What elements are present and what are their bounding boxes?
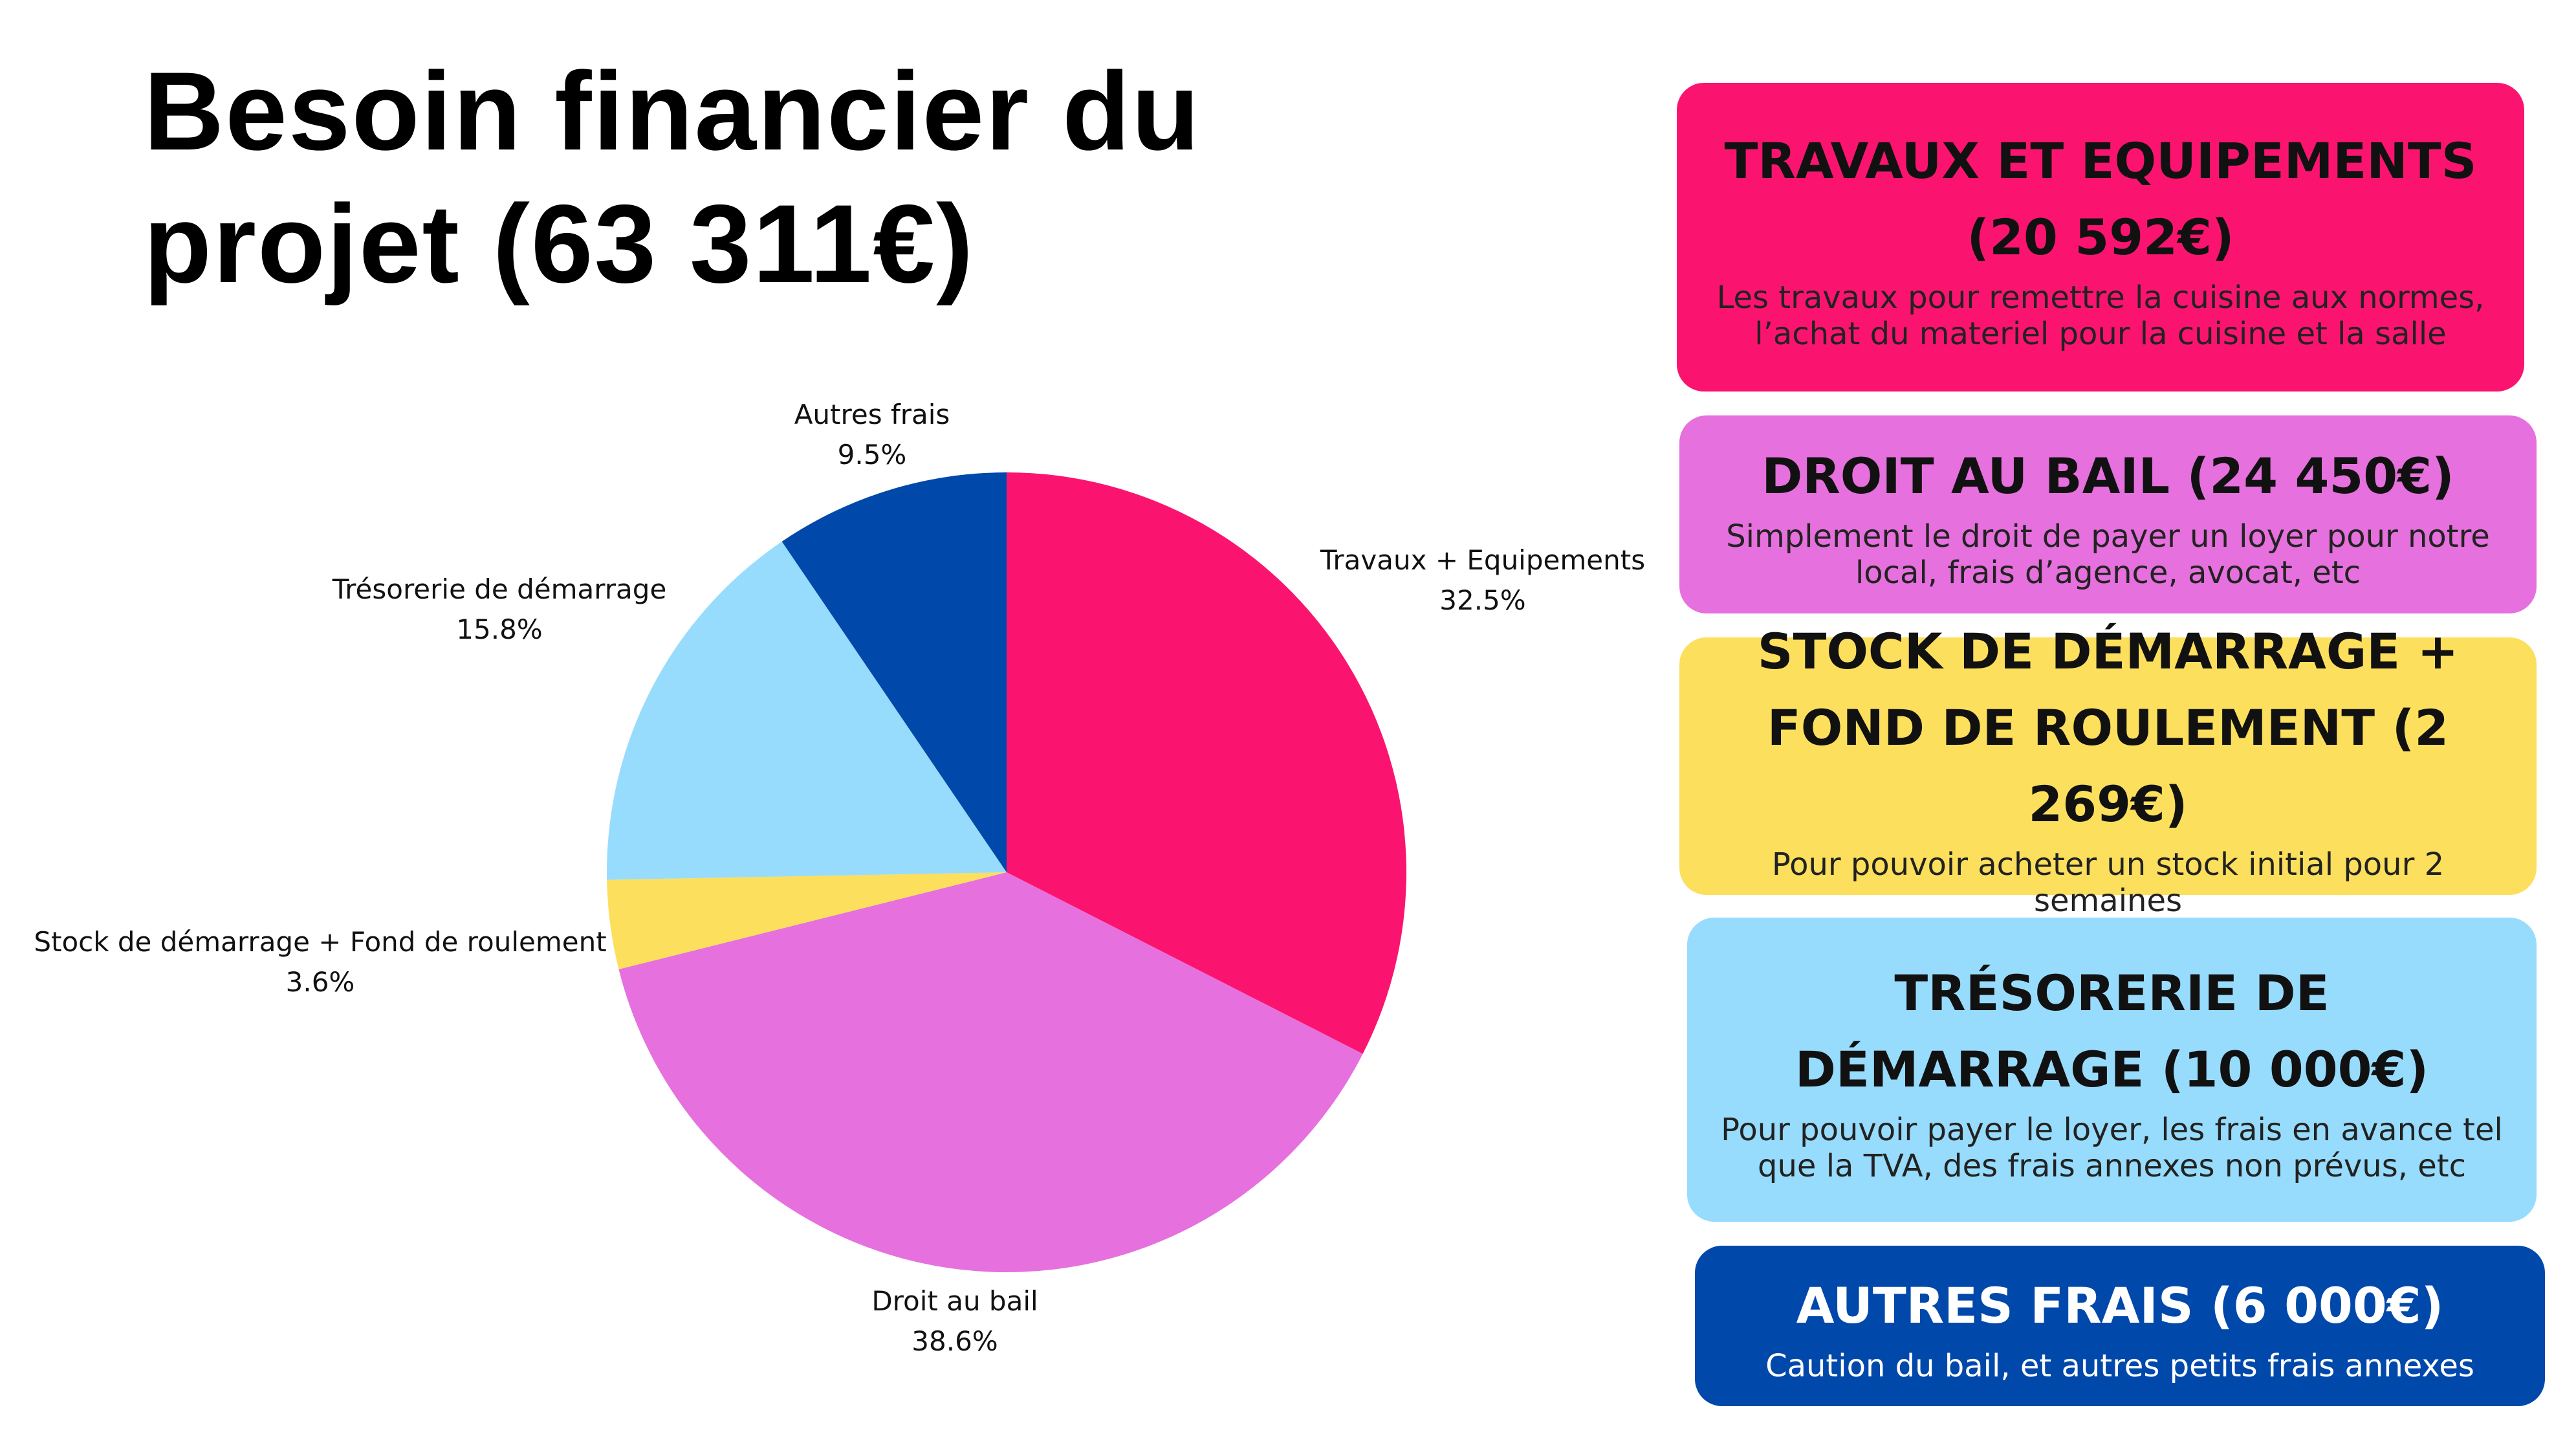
info-box-description: Caution du bail, et autres petits frais …: [1765, 1348, 2474, 1384]
pie-label-name: Trésorerie de démarrage: [332, 573, 667, 605]
pie-label-name: Stock de démarrage + Fond de roulement: [34, 926, 606, 958]
info-box-description: Pour pouvoir acheter un stock initial po…: [1771, 846, 2445, 919]
pie-slice-autres-frais: [781, 472, 1007, 872]
pie-slices: [607, 472, 1407, 1273]
pie-labels: Travaux + Equipements 32.5% Droit au bail 3…: [34, 399, 1645, 1357]
info-box-description: Les travaux pour remettre la cuisine aux…: [1716, 279, 2485, 352]
info-box-tresorerie: TRÉSORERIE DE DÉMARRAGE (10 000€) Pour p…: [1687, 918, 2537, 1222]
pie-label-name: Travaux + Equipements: [1320, 544, 1645, 576]
info-box-autres-frais: AUTRES FRAIS (6 000€) Caution du bail, e…: [1695, 1246, 2545, 1406]
pie-chart: Travaux + Equipements 32.5% Droit au bail 3…: [34, 399, 1645, 1357]
info-box-travaux: TRAVAUX ET EQUIPEMENTS (20 592€) Les tra…: [1677, 83, 2524, 392]
pie-label-percent: 3.6%: [286, 966, 355, 998]
pie-label-percent: 32.5%: [1439, 584, 1525, 616]
info-box-description: Simplement le droit de payer un loyer po…: [1726, 518, 2490, 591]
info-box-title: TRÉSORERIE DE DÉMARRAGE (10 000€): [1795, 964, 2429, 1098]
info-box-title: AUTRES FRAIS (6 000€): [1796, 1277, 2444, 1334]
pie-slice-droit-au-bail: [618, 872, 1363, 1273]
info-box-title: TRAVAUX ET EQUIPEMENTS (20 592€): [1724, 131, 2477, 266]
pie-label-name: Droit au bail: [871, 1285, 1038, 1317]
pie-label-name: Autres frais: [794, 399, 950, 430]
info-box-title: STOCK DE DÉMARRAGE + FOND DE ROULEMENT (…: [1757, 623, 2459, 833]
page-title: Besoin financier du projet (63 311€): [144, 49, 1201, 306]
pie-label-percent: 9.5%: [838, 439, 907, 470]
info-box-title: DROIT AU BAIL (24 450€): [1762, 447, 2454, 505]
pie-label-percent: 15.8%: [456, 613, 542, 645]
info-box-droit-au-bail: DROIT AU BAIL (24 450€) Simplement le dr…: [1679, 415, 2537, 613]
info-box-description: Pour pouvoir payer le loyer, les frais e…: [1721, 1112, 2503, 1184]
pie-label-percent: 38.6%: [911, 1325, 998, 1357]
pie-slice-travaux-equipements: [1007, 472, 1407, 1054]
pie-slice-tresorerie-de-demarrage: [607, 541, 1007, 880]
info-box-stock: STOCK DE DÉMARRAGE + FOND DE ROULEMENT (…: [1679, 623, 2537, 919]
pie-slice-stock-de-demarrage-fond-de-roulement: [607, 872, 1007, 969]
